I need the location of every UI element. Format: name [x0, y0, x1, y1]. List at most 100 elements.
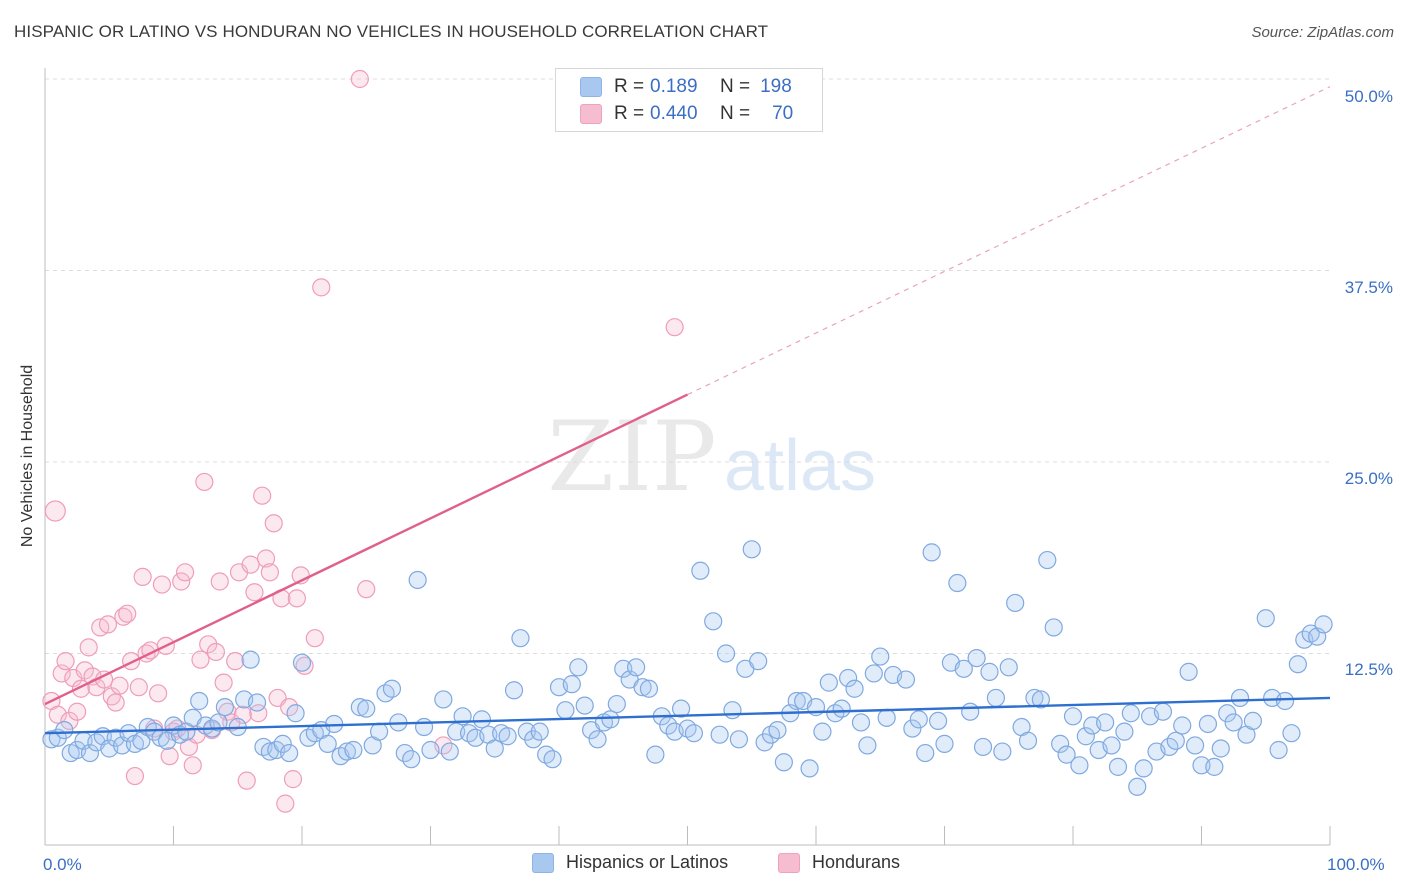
hispanic-point	[1102, 736, 1121, 755]
hispanic-point	[408, 570, 427, 590]
hispanic-point	[1224, 713, 1243, 732]
series-legend: Hispanics or Latinos Hondurans	[0, 852, 1406, 878]
honduran-point	[295, 656, 314, 675]
honduran-point	[191, 650, 210, 669]
hispanic-point	[742, 540, 761, 559]
legend-r-value: 0.189	[650, 76, 698, 97]
y-tick-label-50: 50.0%	[1344, 87, 1393, 106]
hispanic-point	[1230, 688, 1250, 708]
y-tick-label-37-5: 37.5%	[1344, 278, 1393, 297]
hispanic-point	[459, 724, 479, 743]
hispanic-point	[286, 704, 305, 723]
hispanic-point	[922, 543, 941, 562]
honduran-point	[44, 500, 66, 522]
hispanic-point	[729, 730, 749, 749]
honduran-point	[148, 684, 168, 703]
legend-n-label: N =	[720, 103, 751, 124]
hispanic-point	[1038, 550, 1057, 570]
hispanic-point	[280, 743, 299, 763]
hispanic-point	[485, 739, 504, 758]
hispanic-point	[1006, 593, 1025, 613]
hispanic-point	[530, 722, 549, 741]
hispanic-point	[434, 690, 453, 709]
hispanic-point	[80, 743, 100, 763]
hispanic-point	[292, 653, 312, 672]
hispanic-point	[1128, 777, 1147, 796]
watermark: ZIP atlas	[547, 401, 876, 513]
legend-r-label: R =	[614, 103, 645, 124]
series-legend-hondurans: Hondurans	[778, 852, 900, 873]
hispanic-point	[556, 701, 575, 720]
hispanic-point	[787, 691, 806, 711]
hispanic-point	[646, 745, 665, 764]
honduran-point	[129, 678, 148, 697]
hispanic-point	[1218, 704, 1237, 723]
hispanic-point	[813, 722, 832, 741]
honduran-point	[175, 563, 195, 582]
hispanic-point	[999, 658, 1018, 677]
hispanic-point	[832, 699, 851, 718]
hispanic-point	[1211, 739, 1230, 758]
hispanic-point	[357, 699, 376, 718]
honduran-point	[195, 472, 214, 492]
hondurans-points	[42, 69, 684, 813]
hispanic-point	[877, 708, 896, 727]
legend-row-hondurans: R = 0.440 N = 70	[580, 102, 793, 126]
honduran-point	[264, 514, 283, 533]
honduran-point	[121, 652, 141, 671]
hispanic-point	[209, 713, 228, 732]
honduran-point	[357, 580, 376, 599]
hispanic-point	[370, 722, 389, 741]
hispanic-point	[273, 734, 292, 753]
hispanic-point	[1076, 727, 1095, 746]
hispanic-point	[704, 612, 723, 631]
hispanic-point	[1057, 745, 1076, 764]
hispanic-point	[607, 694, 626, 714]
hispanic-point	[839, 668, 858, 688]
hispanic-point	[402, 750, 421, 769]
hispanic-point	[858, 736, 877, 755]
hispanic-point	[472, 710, 491, 729]
series-legend-label: Hispanics or Latinos	[566, 852, 729, 872]
honduran-point	[133, 567, 152, 587]
honduran-point	[106, 693, 125, 712]
hispanic-point	[215, 698, 234, 717]
hispanic-point	[414, 717, 434, 737]
chart-source: Source: ZipAtlas.com	[1251, 24, 1394, 41]
hispanic-point	[916, 743, 935, 763]
series-swatch-pink	[778, 852, 800, 873]
honduran-point	[56, 652, 75, 671]
correlation-legend: R = 0.189 N = 198 R = 0.440 N = 70	[555, 68, 823, 132]
honduran-point	[199, 635, 218, 654]
hispanic-point	[562, 675, 581, 694]
honduran-point	[79, 638, 98, 657]
hispanic-point	[896, 670, 916, 689]
honduran-point	[172, 572, 191, 591]
hispanic-point	[626, 658, 646, 677]
hispanic-point	[440, 742, 459, 761]
hispanic-point	[1173, 716, 1192, 735]
legend-n-value: 70	[772, 103, 794, 124]
hispanic-point	[723, 701, 742, 720]
honduran-point	[287, 589, 306, 608]
hispanic-point	[376, 684, 395, 703]
hispanic-point	[909, 710, 928, 729]
watermark-zip: ZIP	[547, 401, 716, 513]
x-tick-label-100: 100.0%	[1327, 855, 1385, 874]
series-legend-label: Hondurans	[812, 852, 901, 872]
hispanic-point	[1198, 714, 1218, 734]
hispanic-point	[851, 713, 871, 732]
legend-r-label: R =	[614, 76, 645, 97]
hispanic-point	[871, 647, 890, 666]
hispanic-point	[761, 725, 781, 744]
honduran-point	[206, 642, 226, 662]
hispanic-point	[55, 720, 74, 740]
hispanic-point	[1314, 615, 1333, 634]
hispanic-point	[948, 573, 967, 593]
hispanic-point	[691, 561, 710, 580]
honduran-point	[665, 318, 684, 337]
hispanic-point	[588, 730, 607, 749]
honduran-point	[183, 756, 202, 775]
honduran-point	[160, 747, 179, 766]
hispanic-point	[633, 678, 652, 697]
